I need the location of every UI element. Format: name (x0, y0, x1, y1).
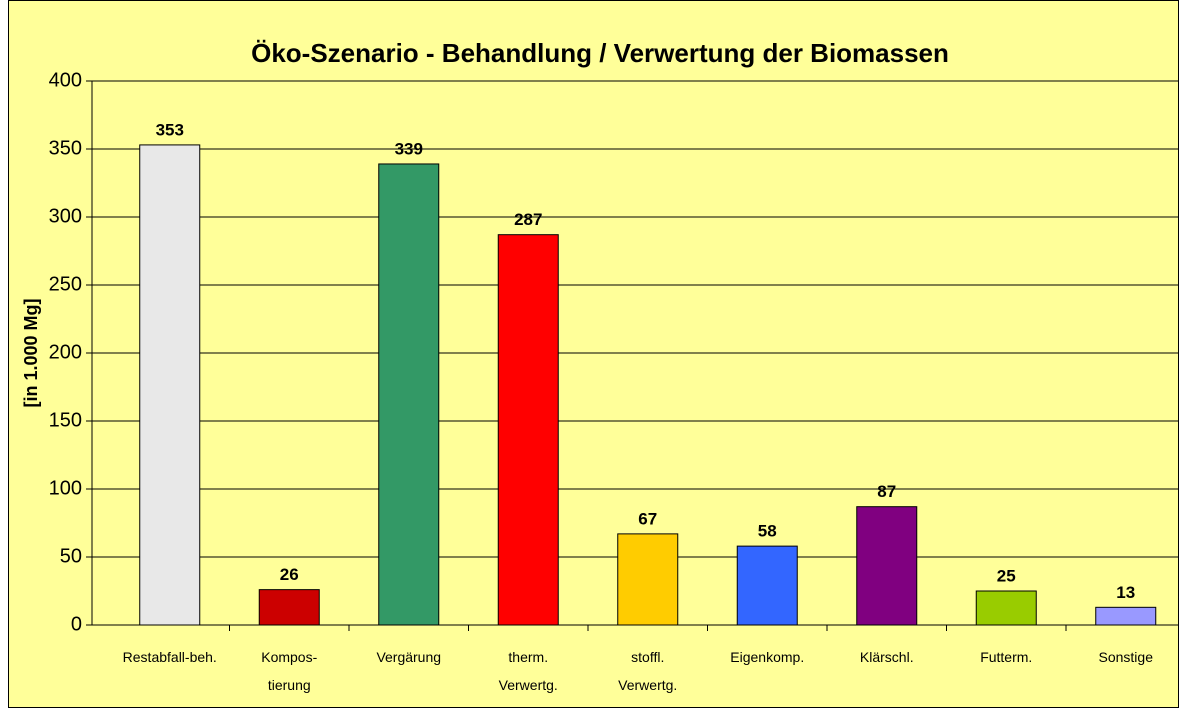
x-tick-label: stoffl. Verwertg. (618, 649, 677, 693)
data-label: 339 (395, 139, 423, 158)
bar (736, 545, 798, 626)
y-tick-label: 350 (49, 137, 82, 159)
x-tick-label-line: Futterm. (980, 649, 1032, 665)
x-tick-label: Kompos-tierung (261, 649, 317, 693)
x-tick-label-line: tierung (268, 677, 311, 693)
data-label: 87 (877, 482, 896, 501)
y-tick-label: 0 (71, 613, 82, 635)
bar (856, 506, 918, 626)
data-label: 287 (514, 210, 542, 229)
data-label: 13 (1116, 583, 1135, 602)
x-tick-label-line: Verwertg. (499, 677, 558, 693)
y-tick-label: 300 (49, 205, 82, 227)
data-label: 25 (997, 566, 1016, 585)
y-axis-label: [in 1.000 Mg] (21, 298, 41, 407)
chart-background (8, 0, 1179, 708)
y-tick-label: 250 (49, 273, 82, 295)
data-label: 58 (758, 522, 777, 541)
data-label: 26 (280, 565, 299, 584)
x-tick-label-line: Verwertg. (618, 677, 677, 693)
bar (378, 163, 440, 626)
x-tick-label: Klärschl. (860, 649, 914, 665)
bar (139, 144, 201, 626)
bar (497, 234, 559, 626)
y-tick-label: 100 (49, 477, 82, 499)
bar (975, 590, 1037, 626)
chart-title: Öko-Szenario - Behandlung / Verwertung d… (251, 38, 949, 68)
x-tick-label-line: Vergärung (376, 649, 441, 665)
x-tick-label: Futterm. (980, 649, 1032, 665)
bar (617, 533, 679, 626)
x-tick-label: Sonstige (1099, 649, 1154, 665)
y-tick-label: 150 (49, 409, 82, 431)
y-tick-label: 200 (49, 341, 82, 363)
x-tick-label: therm. Verwertg. (499, 649, 558, 693)
x-tick-label-line: Kompos- (261, 649, 317, 665)
data-label: 353 (156, 120, 184, 139)
y-tick-label: 50 (60, 545, 82, 567)
bar (1095, 606, 1157, 626)
x-tick-label-line: therm. (508, 649, 548, 665)
x-tick-label-line: Eigenkomp. (730, 649, 804, 665)
x-tick-label-line: stoffl. (631, 649, 664, 665)
x-tick-label: Eigenkomp. (730, 649, 804, 665)
x-tick-label: Vergärung (376, 649, 441, 665)
bar (258, 589, 320, 626)
x-tick-label: Restabfall-beh. (123, 649, 217, 665)
data-label: 67 (638, 509, 657, 528)
x-tick-label-line: Restabfall-beh. (123, 649, 217, 665)
y-tick-label: 400 (49, 69, 82, 91)
x-tick-label-line: Klärschl. (860, 649, 914, 665)
x-tick-label-line: Sonstige (1099, 649, 1154, 665)
